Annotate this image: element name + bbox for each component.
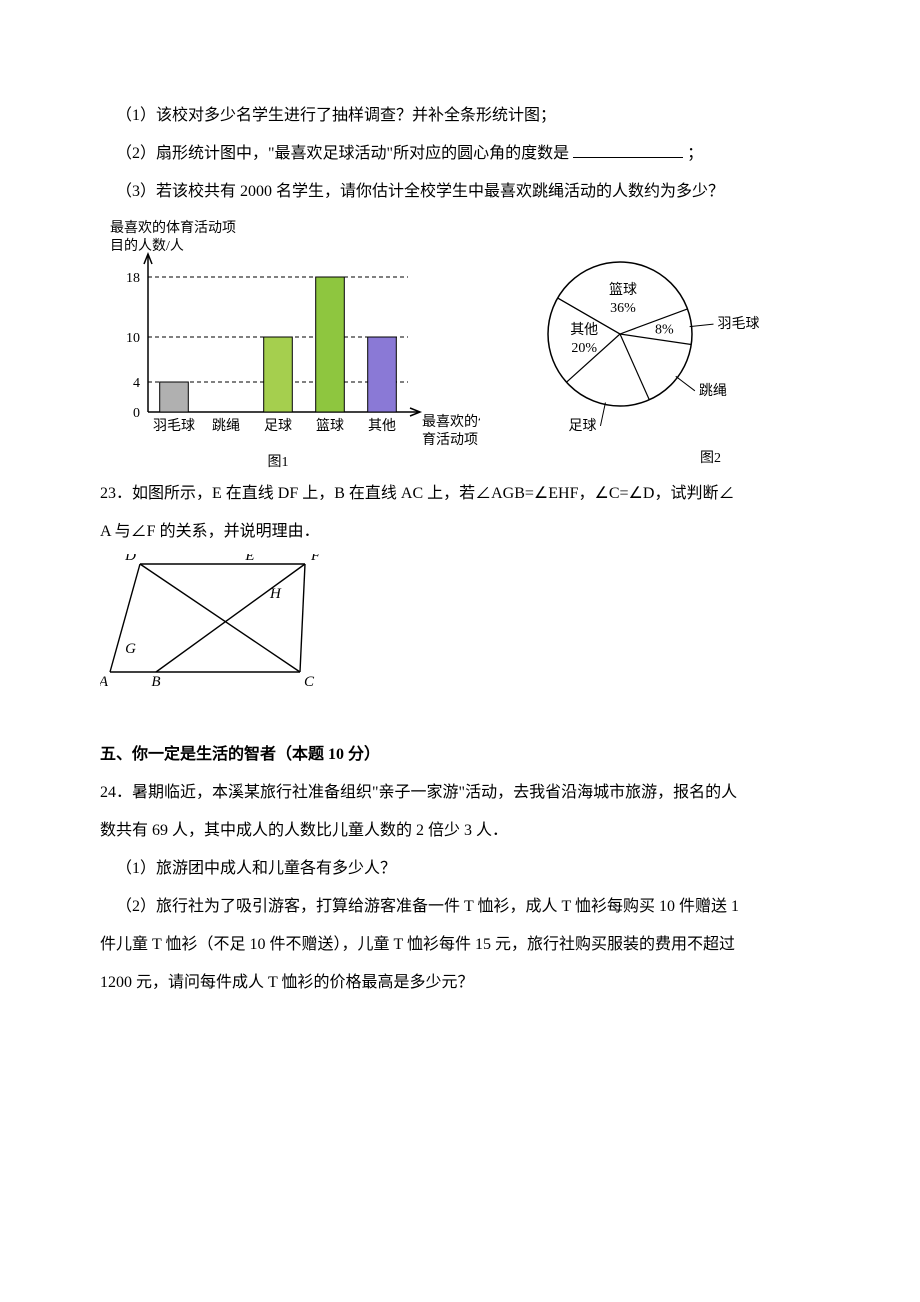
pie-chart: 篮球 36% 羽毛球 8% 跳绳足球 其他 20% 图2 (500, 214, 760, 474)
svg-text:E: E (244, 554, 254, 564)
svg-text:最喜欢的体育活动项: 最喜欢的体育活动项 (110, 220, 236, 236)
q24-part2-l1: （2）旅行社为了吸引游客，打算给游客准备一件 T 恤衫，成人 T 恤衫每购买 1… (100, 891, 820, 923)
blank-fill (573, 157, 683, 158)
q22-part2-prefix: （2）扇形统计图中，"最喜欢足球活动"所对应的圆心角的度数是 (116, 145, 569, 162)
svg-text:图1: 图1 (268, 455, 289, 470)
svg-text:F: F (310, 554, 321, 564)
svg-text:8%: 8% (655, 322, 674, 337)
svg-text:D: D (124, 554, 136, 564)
svg-text:篮球: 篮球 (609, 282, 637, 298)
geometry-figure: A B C D E F G H (100, 554, 820, 711)
svg-text:羽毛球: 羽毛球 (153, 418, 195, 434)
q22-part2: （2）扇形统计图中，"最喜欢足球活动"所对应的圆心角的度数是 ； (100, 138, 820, 170)
svg-text:A: A (100, 674, 109, 690)
charts-row: 最喜欢的体育活动项目的人数/人041018羽毛球跳绳足球篮球其他最喜欢的体育活动… (100, 214, 820, 474)
svg-text:18: 18 (126, 271, 140, 286)
q24-part1: （1）旅游团中成人和儿童各有多少人？ (100, 853, 820, 885)
svg-text:足球: 足球 (568, 418, 596, 434)
q23-line1: 23．如图所示，E 在直线 DF 上，B 在直线 AC 上，若∠AGB=∠EHF… (100, 478, 820, 510)
q24-line2: 数共有 69 人，其中成人的人数比儿童人数的 2 倍少 3 人． (100, 815, 820, 847)
svg-text:4: 4 (133, 376, 140, 391)
svg-text:36%: 36% (610, 301, 636, 316)
svg-text:篮球: 篮球 (316, 418, 344, 434)
q22-part1: （1）该校对多少名学生进行了抽样调查？并补全条形统计图； (100, 100, 820, 132)
svg-text:最喜欢的体: 最喜欢的体 (422, 414, 480, 430)
q24-part2-l2: 件儿童 T 恤衫（不足 10 件不赠送），儿童 T 恤衫每件 15 元，旅行社购… (100, 929, 820, 961)
svg-text:C: C (304, 674, 315, 690)
q22-part3: （3）若该校共有 2000 名学生，请你估计全校学生中最喜欢跳绳活动的人数约为多… (100, 176, 820, 208)
q23-line2: A 与∠F 的关系，并说明理由． (100, 516, 820, 548)
svg-text:跳绳: 跳绳 (699, 383, 727, 399)
svg-text:H: H (269, 586, 282, 602)
svg-text:目的人数/人: 目的人数/人 (110, 238, 184, 254)
page: （1）该校对多少名学生进行了抽样调查？并补全条形统计图； （2）扇形统计图中，"… (0, 0, 920, 1105)
q24-part2-l3: 1200 元，请问每件成人 T 恤衫的价格最高是多少元？ (100, 967, 820, 999)
bar-chart: 最喜欢的体育活动项目的人数/人 0 4 10 18 羽毛球 跳绳 足球 篮球 其他 最喜欢的体育活动… (100, 214, 480, 474)
svg-text:G: G (125, 641, 136, 657)
svg-text:20%: 20% (571, 341, 597, 356)
svg-text:其他: 其他 (368, 418, 396, 434)
svg-text:图2: 图2 (700, 451, 721, 466)
svg-text:跳绳: 跳绳 (212, 418, 240, 434)
svg-text:足球: 足球 (264, 418, 292, 434)
geometry-svg: A B C D E F G H (100, 554, 330, 699)
svg-text:育活动项目: 育活动项目 (422, 432, 480, 448)
section-5-title: 五、你一定是生活的智者（本题 10 分） (100, 739, 820, 771)
svg-text:B: B (151, 674, 160, 690)
svg-text:0: 0 (133, 406, 140, 421)
q24-line1: 24．暑期临近，本溪某旅行社准备组织"亲子一家游"活动，去我省沿海城市旅游，报名… (100, 777, 820, 809)
svg-text:10: 10 (126, 331, 140, 346)
svg-text:羽毛球: 羽毛球 (717, 316, 759, 332)
q22-part2-suffix: ； (687, 145, 703, 162)
svg-text:其他: 其他 (570, 322, 598, 338)
